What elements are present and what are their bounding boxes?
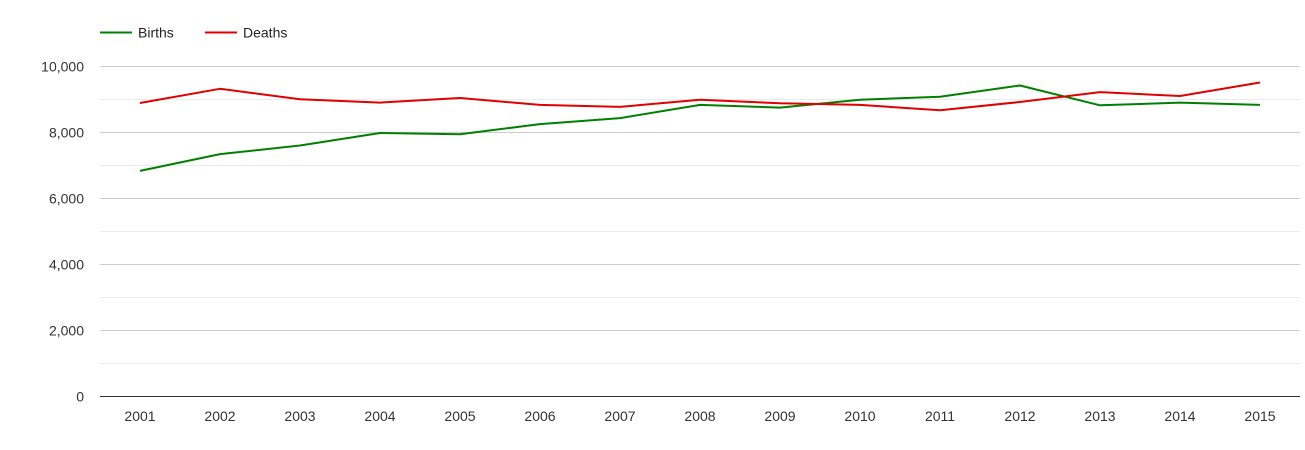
- series-line-deaths: [139, 81, 1261, 112]
- data-point-births: [458, 132, 462, 136]
- x-tick-label: 2007: [604, 408, 635, 424]
- x-tick-label: 2014: [1164, 408, 1195, 424]
- data-point-deaths: [1018, 100, 1022, 104]
- data-point-births: [1018, 84, 1022, 88]
- data-point-deaths: [1098, 90, 1102, 94]
- x-tick-label: 2008: [684, 408, 715, 424]
- data-point-deaths: [458, 96, 462, 100]
- axes: 0 2,000 4,000 6,000 8,000 10,000 2001 2002 2003 2…: [41, 59, 1300, 424]
- legend-label-deaths: Deaths: [243, 25, 287, 41]
- grid-lines: [100, 66, 1300, 364]
- data-point-births: [938, 95, 942, 99]
- data-point-births: [138, 169, 142, 173]
- data-point-births: [298, 144, 302, 148]
- data-point-deaths: [858, 103, 862, 107]
- x-tick-label: 2001: [124, 408, 155, 424]
- data-point-deaths: [298, 97, 302, 101]
- data-point-births: [1178, 101, 1182, 105]
- data-point-births: [858, 98, 862, 102]
- legend: Births Deaths: [100, 25, 287, 41]
- x-tick-label: 2005: [444, 408, 475, 424]
- data-point-deaths: [1258, 81, 1262, 85]
- data-point-births: [778, 106, 782, 110]
- data-point-deaths: [378, 101, 382, 105]
- y-tick-label: 2,000: [49, 323, 84, 339]
- data-point-deaths: [1178, 94, 1182, 98]
- data-point-births: [378, 131, 382, 135]
- data-point-deaths: [698, 98, 702, 102]
- x-tick-label: 2003: [284, 408, 315, 424]
- legend-label-births: Births: [138, 25, 174, 41]
- y-tick-label: 10,000: [41, 59, 84, 75]
- x-tick-label: 2011: [925, 408, 955, 424]
- data-point-births: [1258, 103, 1262, 107]
- x-tick-label: 2015: [1244, 408, 1275, 424]
- y-tick-label: 6,000: [49, 191, 84, 207]
- data-point-births: [618, 116, 622, 120]
- series-line-births: [139, 84, 1261, 172]
- data-point-deaths: [218, 87, 222, 91]
- data-point-births: [1098, 103, 1102, 107]
- x-tick-label: 2013: [1084, 408, 1115, 424]
- data-point-births: [698, 103, 702, 107]
- x-tick-label: 2002: [204, 408, 235, 424]
- x-tick-label: 2010: [844, 408, 875, 424]
- data-point-births: [218, 152, 222, 156]
- data-point-deaths: [138, 101, 142, 105]
- data-point-deaths: [938, 108, 942, 112]
- y-tick-label: 8,000: [49, 125, 84, 141]
- data-point-births: [538, 122, 542, 126]
- y-tick-label: 0: [76, 389, 84, 405]
- x-tick-label: 2012: [1004, 408, 1035, 424]
- data-point-deaths: [538, 103, 542, 107]
- y-tick-label: 4,000: [49, 257, 84, 273]
- data-point-deaths: [778, 101, 782, 105]
- series-lines: [138, 81, 1262, 173]
- data-point-deaths: [618, 105, 622, 109]
- x-tick-label: 2009: [764, 408, 795, 424]
- x-tick-label: 2006: [524, 408, 555, 424]
- x-tick-label: 2004: [364, 408, 395, 424]
